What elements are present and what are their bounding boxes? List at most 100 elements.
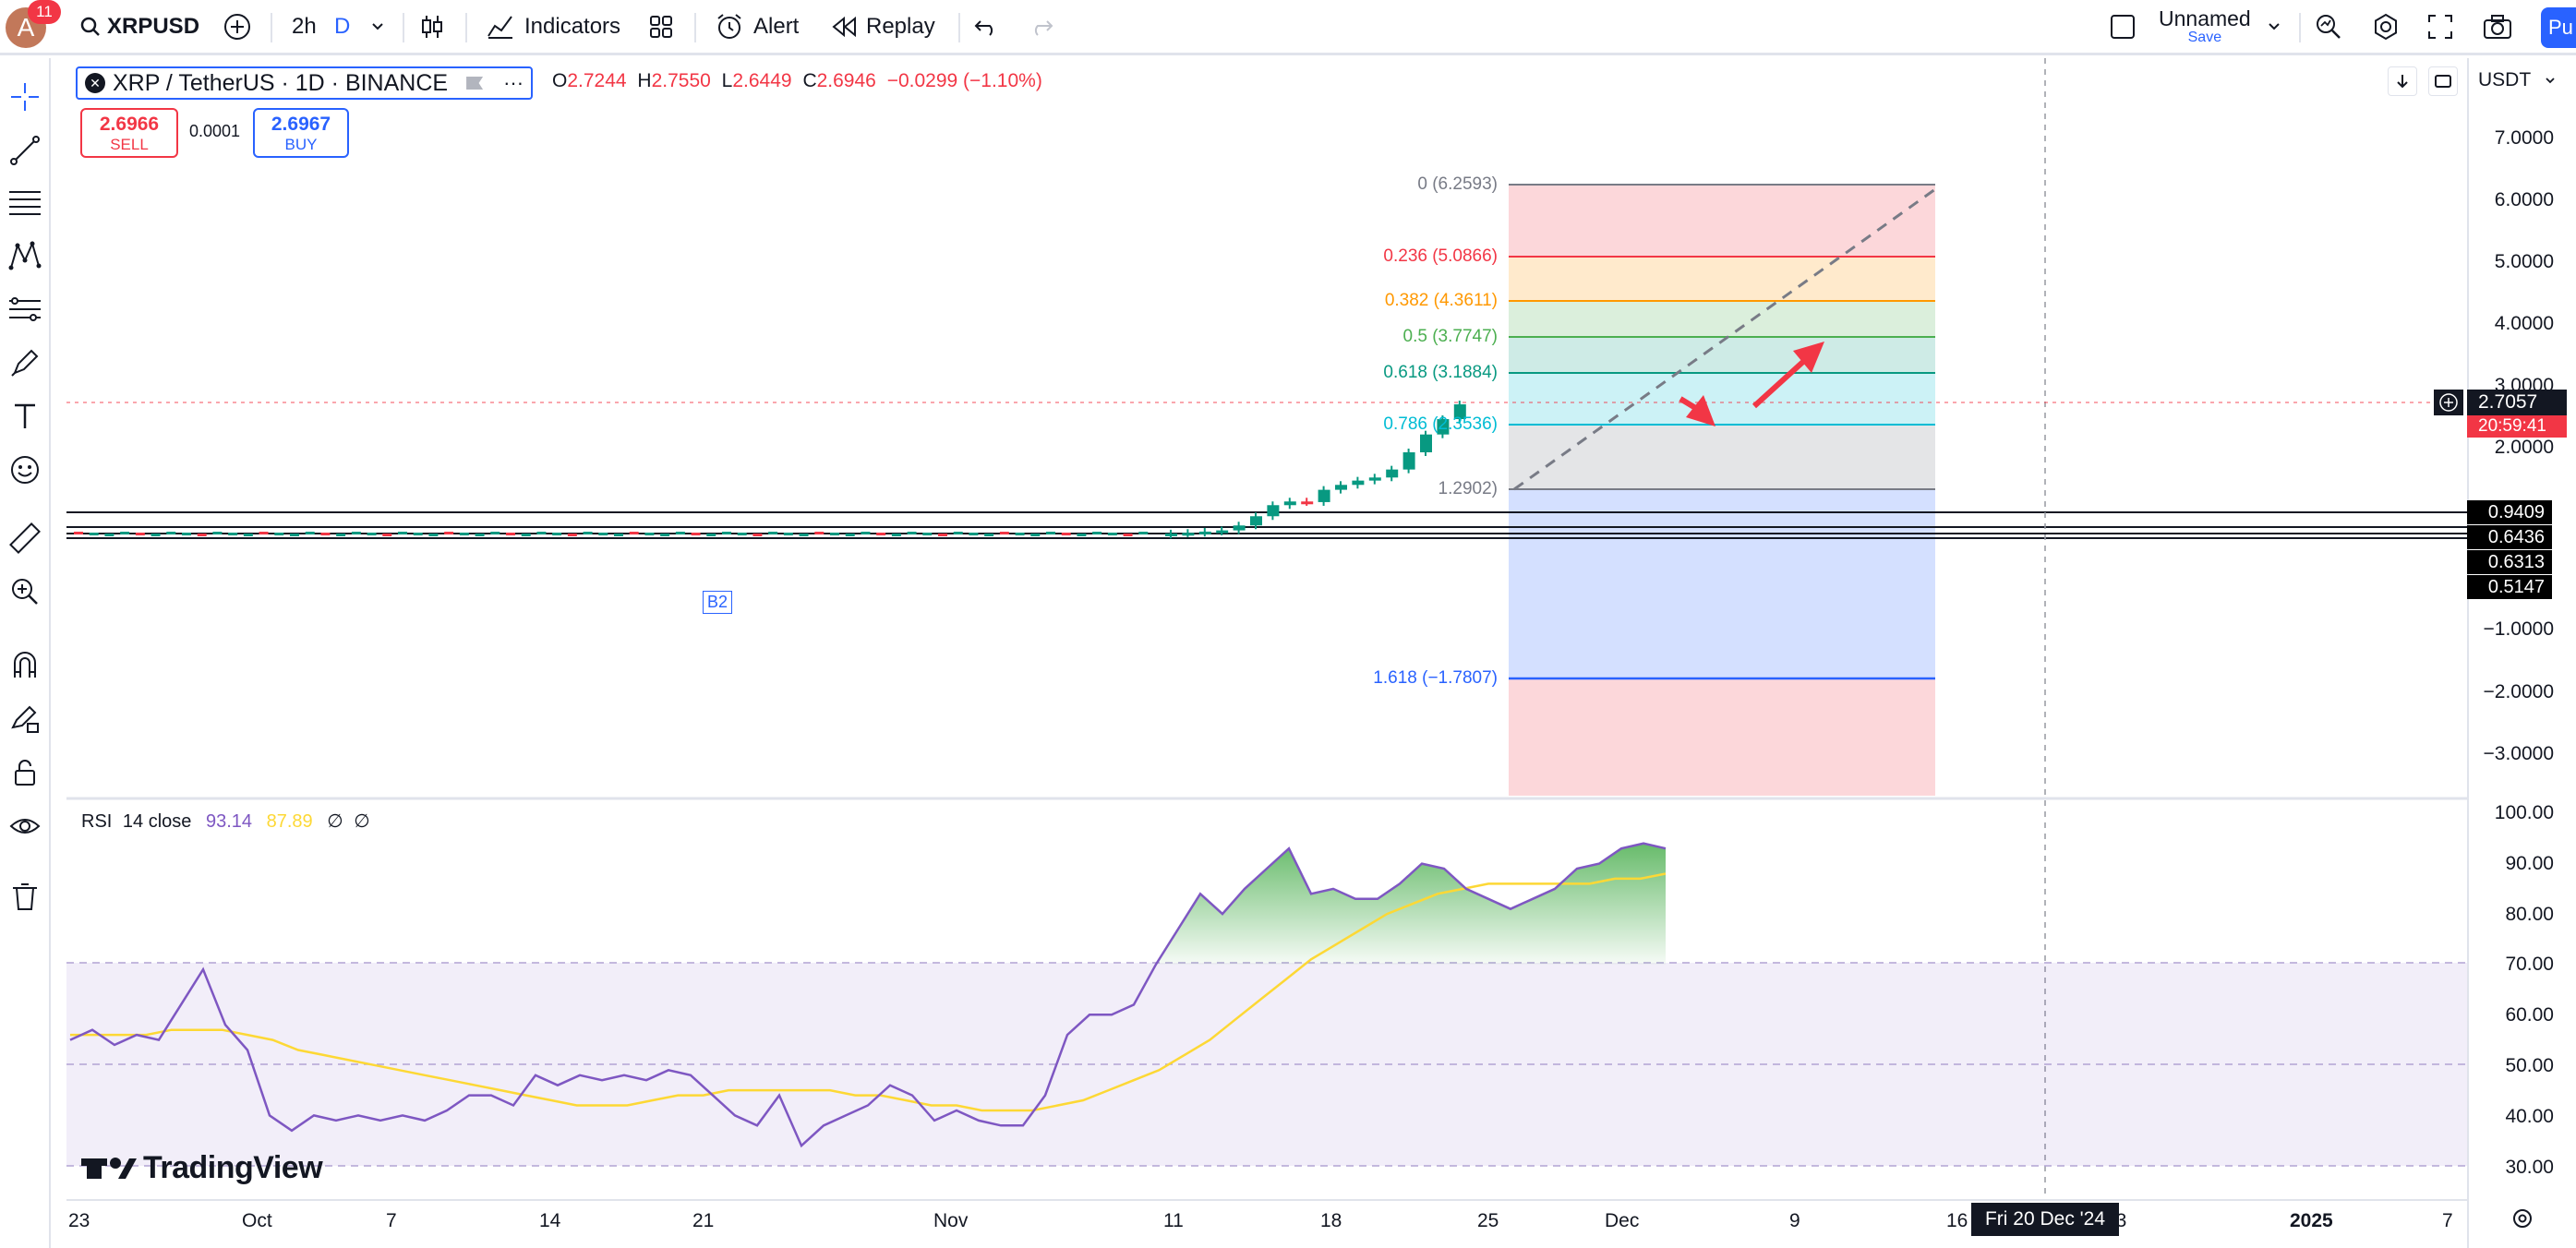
rsi-line[interactable] <box>69 842 1667 1148</box>
price-axis[interactable]: USDT <box>2467 58 2576 1248</box>
support-lines[interactable] <box>66 511 2467 539</box>
fib-tool[interactable] <box>6 184 43 221</box>
rsi-value: 93.14 <box>205 811 253 832</box>
compare-add-button[interactable] <box>223 0 251 54</box>
settings-button[interactable] <box>2371 0 2401 54</box>
candle <box>644 533 655 535</box>
undo-button[interactable] <box>973 0 999 54</box>
fullscreen-button[interactable] <box>2426 0 2454 54</box>
rsi-na-2: ∅ <box>354 811 370 832</box>
forecast-tool[interactable] <box>6 291 43 328</box>
candle <box>675 532 685 534</box>
lock-tool[interactable] <box>6 754 43 791</box>
candle <box>475 534 485 536</box>
layout-dropdown[interactable] <box>2266 0 2282 54</box>
snapshot-button[interactable] <box>2482 0 2513 54</box>
text-tool[interactable] <box>6 398 43 435</box>
drawing-toolbar <box>0 58 51 1248</box>
candle <box>1420 434 1432 452</box>
candle <box>891 534 901 536</box>
publish-button[interactable]: Pu <box>2541 7 2576 48</box>
symbol-search-button[interactable]: XRPUSD <box>79 0 199 54</box>
stay-in-drawing-tool[interactable] <box>6 701 43 738</box>
visibility-tool[interactable] <box>6 808 43 845</box>
candle <box>752 534 763 536</box>
rsi-tick: 40.00 <box>2505 1106 2554 1127</box>
currency-label: USDT <box>2478 69 2532 90</box>
smiley-icon <box>11 456 39 484</box>
redo-button[interactable] <box>1029 0 1054 54</box>
crosshair-tool[interactable] <box>6 78 43 115</box>
candle <box>845 534 855 536</box>
alert-button[interactable]: Alert <box>715 0 799 54</box>
interval-favorite-d[interactable]: D <box>334 0 350 54</box>
rsi-legend[interactable]: RSI 14 close 93.14 87.89 ∅ ∅ <box>81 810 370 833</box>
flag-icon[interactable] <box>466 77 484 90</box>
fib-retracement-drawing[interactable] <box>1509 184 1936 796</box>
plus-circle-icon <box>224 14 250 40</box>
add-alert-plus-button[interactable] <box>2434 390 2463 415</box>
candle <box>768 532 778 534</box>
quick-search-button[interactable] <box>2314 0 2343 54</box>
red-arrow-down[interactable] <box>1679 395 1715 426</box>
pattern-tool[interactable] <box>6 237 43 274</box>
indicators-label: Indicators <box>524 14 621 39</box>
search-icon <box>80 17 100 36</box>
magnet-tool[interactable] <box>6 647 43 684</box>
templates-button[interactable] <box>648 0 674 54</box>
candle <box>212 532 223 534</box>
emoji-tool[interactable] <box>6 451 43 488</box>
currency-selector[interactable]: USDT <box>2478 69 2557 91</box>
candle <box>984 534 994 536</box>
scroll-to-realtime-button[interactable] <box>2388 66 2417 96</box>
fib-retracement-icon <box>9 191 41 215</box>
fib-label-0618: 0.618 (3.1884) <box>1383 363 1498 382</box>
b2-annotation[interactable]: B2 <box>703 591 733 614</box>
maximize-pane-button[interactable] <box>2428 66 2458 96</box>
candles-series[interactable] <box>74 401 1466 539</box>
candle <box>1386 469 1399 478</box>
eye-icon <box>9 819 41 834</box>
alert-label: Alert <box>753 14 800 39</box>
red-arrow-up[interactable] <box>1751 342 1824 409</box>
candle <box>506 533 515 535</box>
candle <box>74 532 83 534</box>
measure-tool[interactable] <box>6 520 43 557</box>
support-price-label: 0.5147 <box>2467 575 2552 599</box>
sell-button[interactable]: 2.6966 SELL <box>80 108 178 158</box>
layout-select-checkbox[interactable] <box>2109 0 2137 54</box>
interval-dropdown[interactable] <box>369 0 386 54</box>
buy-button[interactable]: 2.6967 BUY <box>253 108 349 158</box>
chart-type-button[interactable] <box>419 0 445 54</box>
brush-icon <box>11 349 39 377</box>
text-icon <box>15 403 35 428</box>
symbol-legend[interactable]: ✕ XRP / TetherUS · 1D · BINANCE ··· <box>76 66 534 100</box>
candle <box>1182 533 1195 536</box>
candle <box>243 534 253 536</box>
delete-tool[interactable] <box>6 878 43 915</box>
rsi-tick: 90.00 <box>2505 853 2554 874</box>
save-label: Save <box>2187 30 2222 45</box>
replay-button[interactable]: Replay <box>831 0 935 54</box>
trendline-tool[interactable] <box>6 132 43 169</box>
interval-button[interactable]: 2h <box>292 0 317 54</box>
layout-name-button[interactable]: Unnamed Save <box>2159 0 2251 54</box>
candle <box>197 534 207 536</box>
indicators-button[interactable]: Indicators <box>486 0 620 54</box>
alarm-clock-icon <box>717 14 741 39</box>
candle <box>830 533 839 535</box>
axis-settings-button[interactable] <box>2510 1206 2535 1236</box>
binance-logo-icon: ✕ <box>85 73 105 93</box>
candle <box>861 532 871 534</box>
brush-tool[interactable] <box>6 344 43 381</box>
candle <box>259 532 269 534</box>
close-key: C <box>802 70 817 91</box>
legend-more-button[interactable]: ··· <box>503 71 524 94</box>
change-value: −0.0299 (−1.10%) <box>886 70 1042 91</box>
candle <box>1437 419 1450 435</box>
lock-icon <box>15 760 35 786</box>
rsi-ma-line[interactable] <box>70 872 1667 1112</box>
zoom-tool[interactable] <box>6 573 43 610</box>
close-value: 2.6946 <box>816 70 876 91</box>
